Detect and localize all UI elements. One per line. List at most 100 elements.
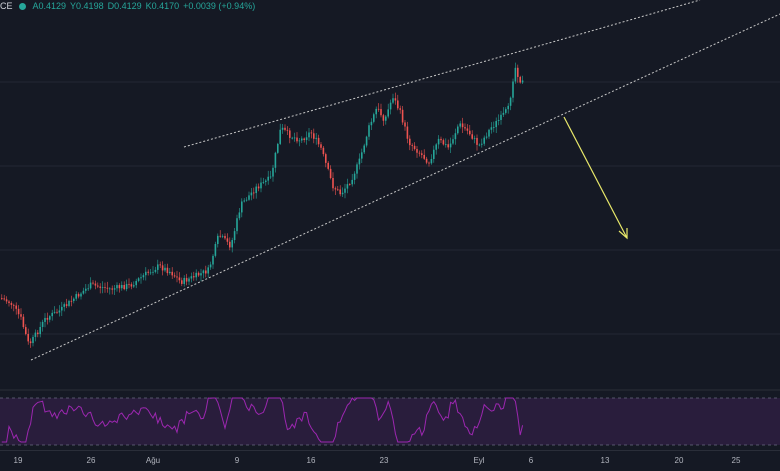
market-status-icon: [18, 2, 26, 10]
candle-body: [361, 152, 363, 159]
candle-body: [193, 276, 195, 278]
candle-body: [171, 271, 173, 276]
tick-label: 19: [13, 456, 23, 465]
candle-body: [214, 243, 217, 256]
candle-body: [22, 316, 25, 328]
candle-body: [15, 305, 17, 309]
candle-body: [332, 178, 334, 189]
candle-body: [44, 317, 46, 322]
candle-body: [452, 139, 454, 144]
candle-body: [392, 98, 394, 103]
candle-body: [217, 235, 219, 244]
candle-body: [293, 137, 296, 139]
candle-body: [509, 97, 512, 106]
candle-body: [221, 235, 224, 237]
candle-body: [485, 136, 488, 138]
tick-label: 26: [86, 456, 96, 465]
rsi-pane: [0, 389, 780, 446]
candle-body: [512, 81, 514, 98]
candle-body: [99, 286, 101, 288]
candle-body: [353, 173, 356, 180]
candle-body: [68, 300, 70, 306]
price-chart[interactable]: [0, 0, 780, 450]
candle-body: [260, 182, 262, 189]
candle-body: [483, 137, 485, 144]
candle-body: [351, 179, 353, 185]
time-axis[interactable]: 19 26 Ağu 9 16 23 Eyl 6 13 20 25: [0, 450, 780, 471]
candle-body: [176, 276, 178, 278]
candle-body: [178, 277, 181, 281]
candle-body: [231, 240, 233, 248]
candle-body: [476, 137, 478, 145]
candle-body: [329, 168, 332, 179]
candle-body: [161, 265, 164, 271]
candle-body: [109, 288, 111, 290]
candle-body: [313, 133, 315, 139]
candle-body: [377, 108, 380, 110]
candlestick-series: [1, 62, 524, 348]
candle-body: [502, 112, 505, 115]
candle-body: [219, 235, 221, 237]
candle-body: [80, 293, 82, 297]
candle-body: [457, 126, 459, 134]
candle-body: [279, 129, 281, 144]
candle-body: [305, 137, 308, 140]
upper-trendline[interactable]: [183, 0, 701, 148]
candle-body: [159, 264, 161, 266]
candle-body: [308, 132, 310, 138]
candle-body: [325, 154, 327, 163]
candle-body: [349, 184, 351, 185]
candle-body: [416, 149, 418, 153]
candle-body: [442, 140, 445, 145]
candle-body: [212, 255, 214, 265]
candle-body: [517, 67, 519, 77]
candle-body: [87, 288, 89, 290]
candle-body: [289, 130, 291, 138]
candle-body: [322, 147, 325, 155]
candle-body: [140, 277, 142, 279]
candle-body: [202, 270, 205, 274]
candle-body: [262, 182, 265, 183]
candle-body: [296, 137, 298, 142]
gridlines: [0, 81, 780, 335]
candle-body: [317, 137, 320, 145]
candle-body: [281, 127, 284, 130]
candle-body: [267, 176, 269, 181]
candle-body: [128, 283, 130, 285]
candle-body: [418, 152, 421, 154]
candle-body: [461, 123, 464, 128]
candle-body: [224, 235, 226, 239]
candle-body: [1, 298, 3, 299]
candle-body: [274, 152, 277, 168]
lower-trendline[interactable]: [30, 13, 780, 361]
candle-body: [473, 137, 476, 139]
candle-body: [56, 311, 58, 313]
candle-body: [58, 310, 61, 313]
candle-body: [82, 290, 85, 294]
candle-body: [397, 100, 399, 109]
candle-body: [327, 162, 329, 169]
candle-body: [130, 284, 133, 287]
candle-body: [97, 285, 99, 287]
candle-body: [344, 188, 346, 193]
tick-label: Eyl: [473, 456, 485, 465]
candle-body: [106, 287, 109, 289]
candle-body: [104, 287, 106, 288]
candle-body: [154, 269, 157, 272]
candle-body: [303, 138, 305, 140]
candle-body: [404, 122, 406, 127]
candle-body: [488, 129, 490, 137]
candle-body: [116, 285, 118, 289]
downward-arrow[interactable]: [563, 116, 628, 240]
symbol-label[interactable]: CE: [0, 1, 13, 11]
candle-body: [500, 114, 502, 120]
candle-body: [34, 332, 37, 337]
candle-body: [29, 341, 32, 344]
candle-body: [123, 285, 125, 290]
candle-body: [147, 271, 149, 273]
candle-body: [449, 143, 452, 148]
ohlc-legend: CE A0.4129 Y0.4198 D0.4129 K0.4170 +0.00…: [0, 0, 255, 12]
low-value: D0.4129: [107, 1, 142, 11]
candle-body: [310, 132, 313, 134]
candle-body: [284, 127, 286, 130]
